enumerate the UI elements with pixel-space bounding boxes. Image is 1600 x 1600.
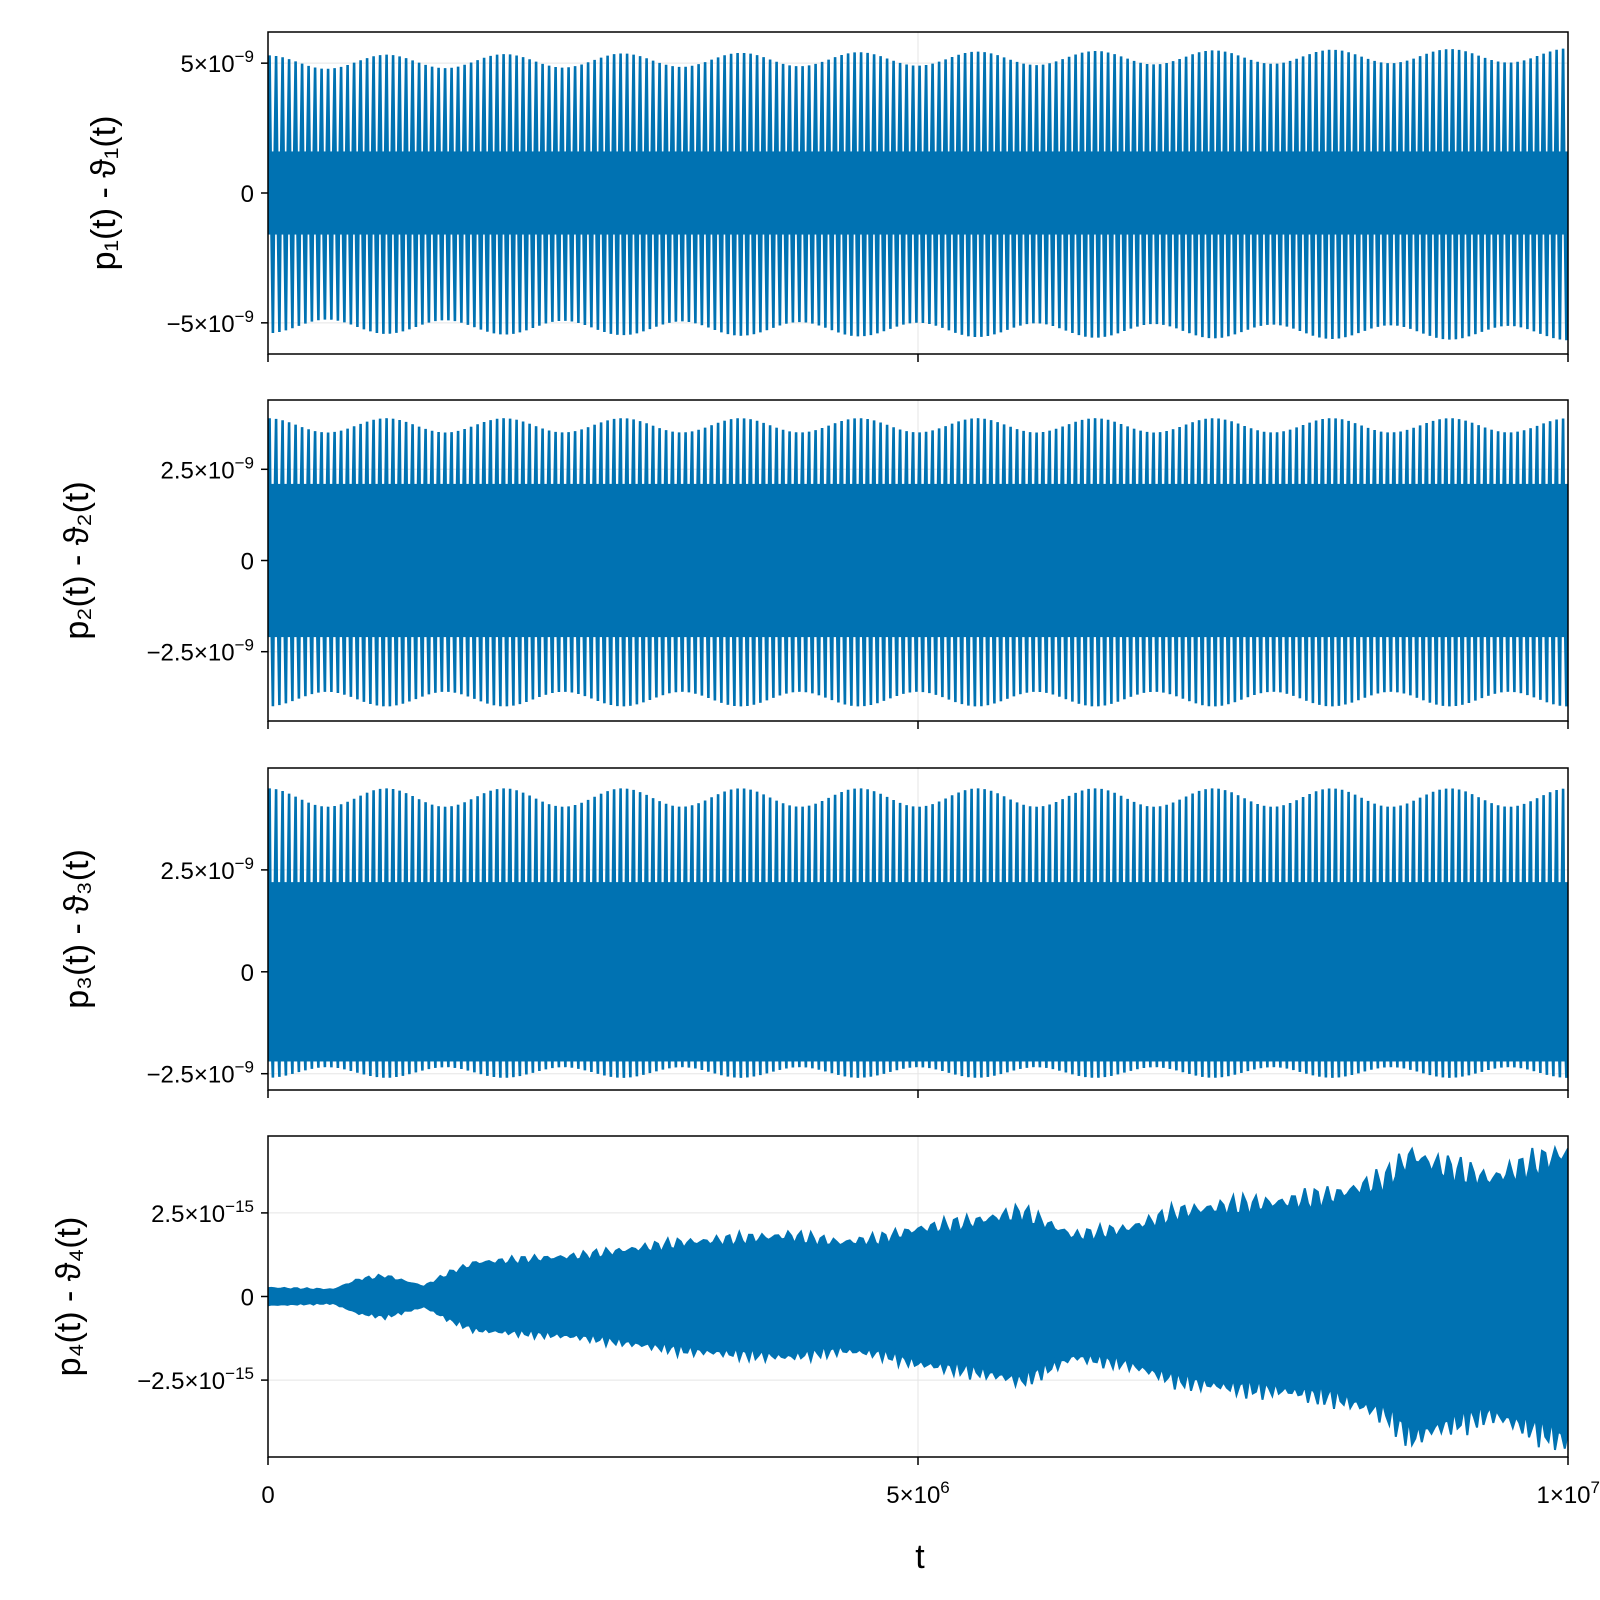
panel-4-envelope [268,1144,1568,1451]
x-tick-label-2: 1×107 [1536,1478,1600,1509]
panel-1-ytick-label-2: −5×10−9 [167,307,254,338]
panel-3-ytick-label-2-text: −2.5×10 [147,1062,235,1089]
panel-3-ytick-label-2: −2.5×10−9 [147,1058,254,1089]
panel-2-series [268,418,1568,707]
panel-4-series [268,1144,1568,1451]
panel-3-y-axis-label: p₃(t) - ϑ₃(t) [58,849,96,1009]
panel-1-ytick-label-0-text: 5×10 [181,51,235,78]
panel-3-ytick-label-0-exponent: −9 [235,854,254,873]
panel-4-ytick-label-2: −2.5×10−15 [137,1364,254,1395]
panel-3-ytick-label-1-text: 0 [241,960,254,987]
panel-4-ytick-label-2-exponent: −15 [225,1364,254,1383]
panel-1-y-axis-label: p₁(t) - ϑ₁(t) [85,116,123,271]
x-axis-label: t [915,1538,925,1576]
panel-4-ytick-label-1: 0 [241,1285,254,1312]
x-tick-label-1-text: 5×10 [886,1482,940,1509]
panel-2-ytick-label-1: 0 [241,549,254,576]
panel-3-ytick-label-0-text: 2.5×10 [161,858,235,885]
x-axis: 0 5×106 1×107 [261,1478,1600,1509]
panel-4-y-axis-label: p₄(t) - ϑ₄(t) [50,1217,88,1377]
panel-3-ytick-label-2-exponent: −9 [235,1058,254,1077]
panel-2-ytick-label-2-text: −2.5×10 [147,640,235,667]
panel-2: 2.5×10−90−2.5×10−9p₂(t) - ϑ₂(t) [58,399,1569,729]
panel-2-ytick-label-2-exponent: −9 [235,636,254,655]
panel-3-band [268,882,1568,1062]
panel-1-ytick-label-0: 5×10−9 [181,47,254,78]
x-tick-label-2-text: 1×10 [1536,1482,1590,1509]
panel-1: 5×10−90−5×10−9p₁(t) - ϑ₁(t) [85,31,1569,362]
panel-1-series [268,48,1568,341]
x-tick-label-0-text: 0 [261,1482,274,1509]
panel-2-ytick-label-0-text: 2.5×10 [161,457,235,484]
panel-1-ytick-label-2-text: −5×10 [167,311,235,338]
x-tick-label-0: 0 [261,1482,274,1509]
panel-2-y-axis-label: p₂(t) - ϑ₂(t) [58,481,96,639]
panel-3-ytick-label-0: 2.5×10−9 [161,854,254,885]
panel-2-ytick-label-2: −2.5×10−9 [147,636,254,667]
panel-4-ytick-label-0: 2.5×10−15 [151,1197,254,1228]
panel-1-ytick-label-1: 0 [241,181,254,208]
panel-4-ytick-label-0-exponent: −15 [225,1197,254,1216]
x-tick-label-1-exponent: 6 [940,1478,949,1497]
panel-1-ytick-label-1-text: 0 [241,181,254,208]
panel-4-ytick-label-0-text: 2.5×10 [151,1201,225,1228]
panel-4-ytick-label-2-text: −2.5×10 [137,1368,225,1395]
panel-1-ytick-label-2-exponent: −9 [235,307,254,326]
panel-3: 2.5×10−90−2.5×10−9p₃(t) - ϑ₃(t) [58,767,1569,1098]
panels: 5×10−90−5×10−9p₁(t) - ϑ₁(t)2.5×10−90−2.5… [50,31,1569,1465]
x-tick-label-2-exponent: 7 [1591,1478,1600,1497]
panel-1-ytick-label-0-exponent: −9 [235,47,254,66]
panel-2-ytick-label-1-text: 0 [241,549,254,576]
panel-2-ytick-label-0: 2.5×10−9 [161,453,254,484]
panel-2-ytick-label-0-exponent: −9 [235,453,254,472]
x-tick-label-1: 5×106 [886,1478,950,1509]
panel-2-band [268,483,1568,638]
panel-3-ytick-label-1: 0 [241,960,254,987]
panel-3-series [268,788,1568,1078]
panel-1-band [268,151,1568,235]
panel-4-ytick-label-1-text: 0 [241,1285,254,1312]
